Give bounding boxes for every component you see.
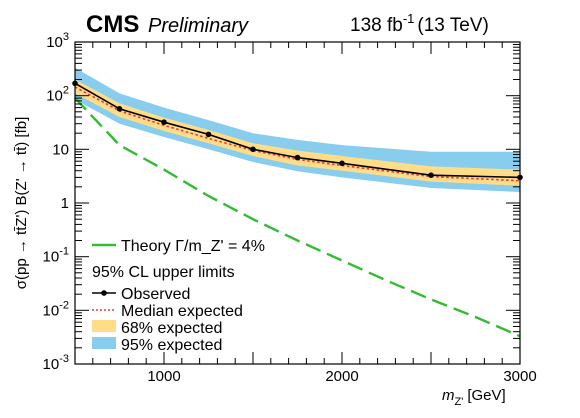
x-axis-unit: [GeV] <box>467 387 505 404</box>
x-tick-label: 3000 <box>503 368 536 385</box>
legend-title: 95% CL upper limits <box>92 264 235 281</box>
x-axis-subscript: Z' <box>455 396 464 408</box>
y-axis-label: σ(pp → tt̄Z') B(Z' → tt̄) [fb] <box>13 117 30 290</box>
cms-label: CMS <box>86 11 139 38</box>
median-expected-line <box>74 86 521 182</box>
lumi-value: 138 fb <box>350 15 403 36</box>
preliminary-label: Preliminary <box>148 15 249 37</box>
legend-observed-label: Observed <box>121 286 190 303</box>
legend-68-label: 68% expected <box>121 320 222 337</box>
x-tick-label: 1000 <box>147 368 180 385</box>
theory-line <box>74 97 521 338</box>
y-tick-label: 103 <box>46 31 69 51</box>
y-tick-label: 10-2 <box>43 299 69 319</box>
legend-95-swatch <box>92 337 116 349</box>
y-tick-label: 10 <box>52 141 69 158</box>
legend-observed-marker <box>101 290 107 296</box>
observed-point <box>428 172 434 178</box>
data-layer <box>72 67 523 338</box>
lumi-exponent: -1 <box>403 11 415 26</box>
ticks-layer: 1000 2000 3000 10-3 10-2 10-1 1 10 102 103 <box>43 31 537 385</box>
legend-95-label: 95% expected <box>121 337 222 354</box>
energy-value: (13 TeV) <box>417 15 488 36</box>
legend-68-swatch <box>92 320 116 332</box>
y-tick-label: 10-1 <box>43 246 69 266</box>
lumi-label: 138 fb-1 (13 TeV) <box>350 11 489 36</box>
band-95-expected <box>75 67 520 192</box>
y-tick-label: 102 <box>46 85 69 105</box>
observed-point <box>339 160 345 167</box>
band-68-expected <box>75 79 520 186</box>
y-tick-label: 1 <box>61 195 69 212</box>
observed-point <box>250 146 256 153</box>
legend: Theory Γ/m_Z' = 4% 95% CL upper limits O… <box>92 238 265 354</box>
observed-point <box>294 154 301 161</box>
observed-point <box>205 131 212 138</box>
x-axis-symbol: m <box>442 387 455 404</box>
y-tick-label: 10-3 <box>43 353 69 373</box>
legend-theory-label: Theory Γ/m_Z' = 4% <box>121 238 265 255</box>
observed-point <box>161 119 167 125</box>
x-axis-label: mZ' [GeV] <box>442 387 506 408</box>
legend-median-label: Median expected <box>121 303 243 320</box>
x-tick-label: 2000 <box>325 368 358 385</box>
observed-point <box>116 106 123 112</box>
